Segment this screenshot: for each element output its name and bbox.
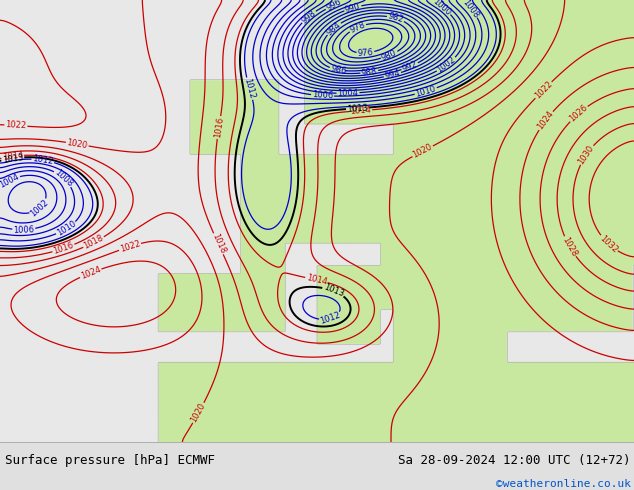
Text: 1006: 1006 xyxy=(312,91,333,101)
Text: 1022: 1022 xyxy=(5,121,27,131)
Text: 1012: 1012 xyxy=(32,154,54,166)
Text: 1012: 1012 xyxy=(319,311,342,326)
Text: 1022: 1022 xyxy=(533,79,554,100)
Text: 1002: 1002 xyxy=(436,55,458,74)
Text: Sa 28-09-2024 12:00 UTC (12+72): Sa 28-09-2024 12:00 UTC (12+72) xyxy=(398,454,631,467)
Text: 1018: 1018 xyxy=(210,232,227,255)
Text: 1013: 1013 xyxy=(347,103,368,114)
Text: 1008: 1008 xyxy=(460,0,481,20)
Text: 1024: 1024 xyxy=(79,265,102,281)
Text: 1010: 1010 xyxy=(415,84,437,98)
Text: 1020: 1020 xyxy=(66,138,88,150)
Text: 1016: 1016 xyxy=(52,241,75,256)
Text: 978: 978 xyxy=(348,20,366,35)
Text: Surface pressure [hPa] ECMWF: Surface pressure [hPa] ECMWF xyxy=(5,454,215,467)
Text: 976: 976 xyxy=(357,48,373,58)
Text: 1014: 1014 xyxy=(305,273,328,287)
Text: 988: 988 xyxy=(361,67,378,77)
Text: 990: 990 xyxy=(344,1,361,15)
Text: ©weatheronline.co.uk: ©weatheronline.co.uk xyxy=(496,479,631,489)
Text: 1024: 1024 xyxy=(536,109,555,132)
Text: 992: 992 xyxy=(401,59,419,74)
Text: 1030: 1030 xyxy=(577,144,596,166)
Text: 1013: 1013 xyxy=(322,283,345,299)
Text: 994: 994 xyxy=(384,69,401,81)
Text: 1014: 1014 xyxy=(2,150,23,162)
Text: 986: 986 xyxy=(330,64,347,76)
Text: 1000: 1000 xyxy=(431,0,453,18)
Text: 1022: 1022 xyxy=(119,239,141,254)
Text: 1028: 1028 xyxy=(560,235,579,258)
Text: 984: 984 xyxy=(325,20,342,37)
Text: 1004: 1004 xyxy=(337,88,359,98)
Text: 1008: 1008 xyxy=(53,168,74,189)
Text: 1016: 1016 xyxy=(213,116,225,139)
Text: 980: 980 xyxy=(380,48,398,63)
Text: 1032: 1032 xyxy=(598,233,619,254)
Text: 1020: 1020 xyxy=(411,143,434,160)
Text: 996: 996 xyxy=(325,0,343,13)
Text: 998: 998 xyxy=(300,8,318,25)
Text: 1026: 1026 xyxy=(567,103,590,124)
Text: 1013: 1013 xyxy=(2,152,24,165)
Text: 1006: 1006 xyxy=(13,225,34,235)
Text: 1012: 1012 xyxy=(243,77,257,100)
Text: 1020: 1020 xyxy=(190,401,207,424)
Text: 1002: 1002 xyxy=(29,198,51,219)
Text: 982: 982 xyxy=(387,12,404,25)
Text: 1018: 1018 xyxy=(82,234,105,251)
Text: 1010: 1010 xyxy=(55,219,77,238)
Text: 1004: 1004 xyxy=(0,172,21,190)
Text: 1014: 1014 xyxy=(350,105,372,116)
